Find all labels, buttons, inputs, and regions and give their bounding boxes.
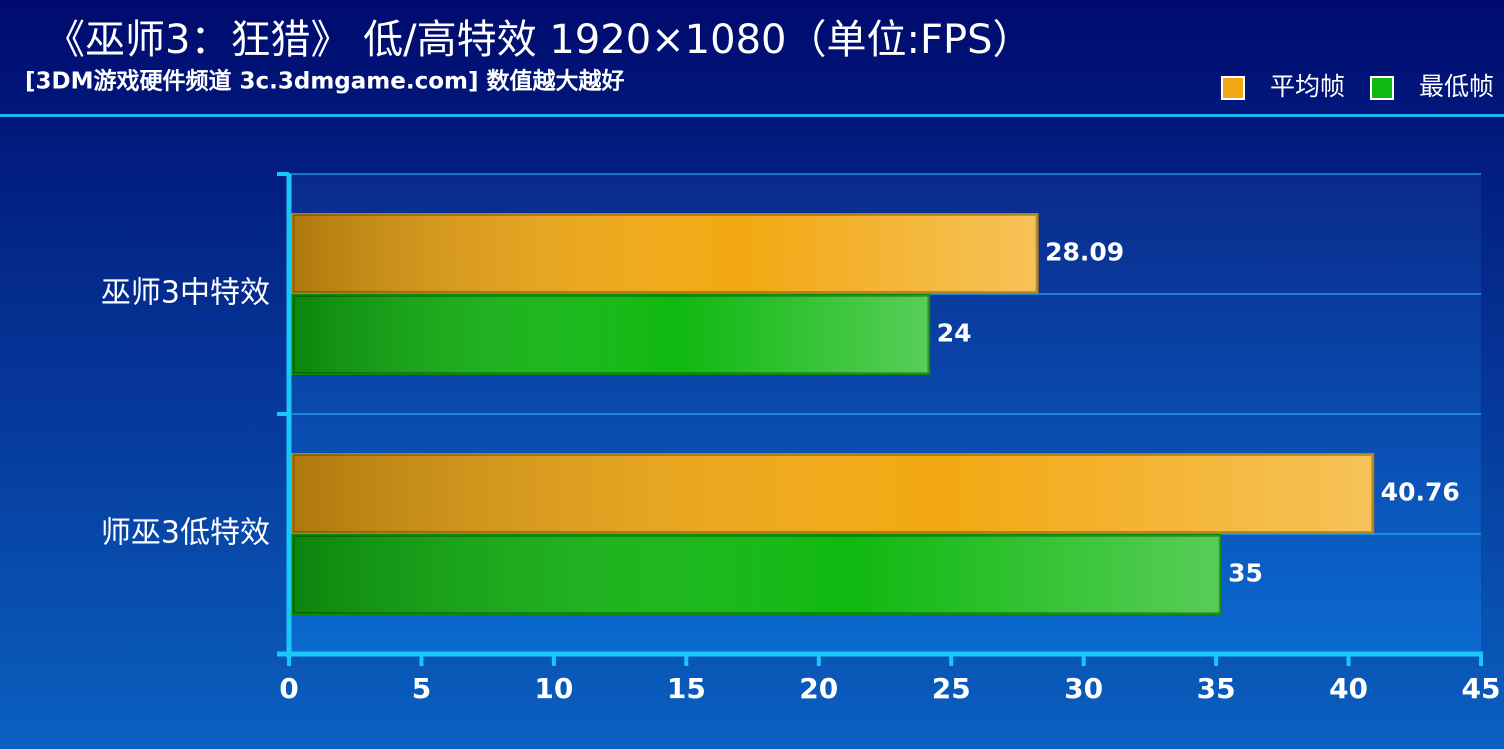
value-label: 28.09 <box>1045 238 1124 267</box>
x-tick-label: 45 <box>1462 672 1501 705</box>
bar-shade <box>291 294 931 375</box>
x-tick-label: 30 <box>1064 672 1103 705</box>
x-tick-label: 15 <box>667 672 706 705</box>
value-label: 35 <box>1228 559 1263 588</box>
value-label: 40.76 <box>1381 478 1460 507</box>
x-tick-label: 10 <box>534 672 573 705</box>
bar-shade <box>291 213 1039 294</box>
bar-shade <box>291 534 1222 615</box>
x-tick-label: 0 <box>279 672 298 705</box>
x-tick-label: 35 <box>1197 672 1236 705</box>
y-tick-label: 巫师3中特效 <box>101 276 270 311</box>
x-tick-label: 20 <box>799 672 838 705</box>
value-label: 24 <box>937 319 972 348</box>
legend-swatch <box>1220 76 1245 100</box>
chart-title: 《巫师3：狂猎》 低/高特效 1920×1080（单位:FPS） <box>45 17 1032 63</box>
legend-label: 平均帧 <box>1270 72 1345 101</box>
x-tick-label: 40 <box>1329 672 1368 705</box>
x-tick-label: 25 <box>932 672 971 705</box>
bar-shade <box>291 453 1375 534</box>
legend-label: 最低帧 <box>1419 72 1494 101</box>
x-tick-label: 5 <box>412 672 431 705</box>
y-tick-label: 师巫3低特效 <box>101 516 270 551</box>
header-rule <box>0 114 1504 117</box>
legend-swatch <box>1369 76 1394 100</box>
chart-subtitle: [3DM游戏硬件频道 3c.3dmgame.com] 数值越大越好 <box>25 68 625 95</box>
